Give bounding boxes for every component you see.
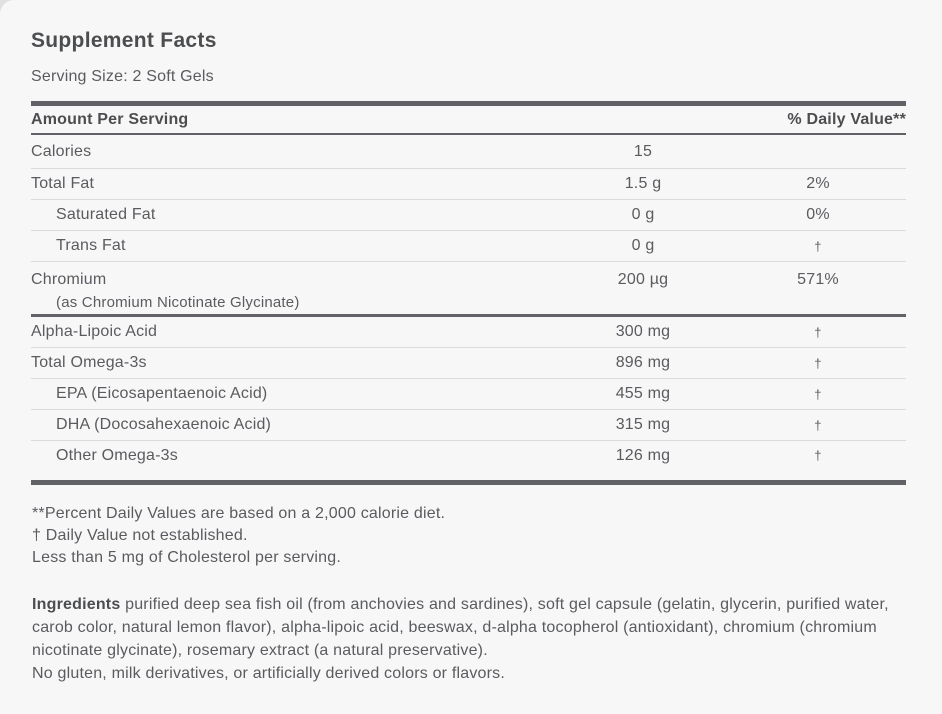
nutrient-subname: (as Chromium Nicotinate Glycinate) [56, 294, 300, 311]
nutrient-name: DHA (Docosahexaenoic Acid) [56, 416, 272, 433]
nutrient-name: Other Omega-3s [56, 447, 178, 464]
nutrient-daily-value: † [814, 324, 822, 340]
nutrient-name: EPA (Eicosapentaenoic Acid) [56, 385, 268, 402]
serving-size: Serving Size: 2 Soft Gels [31, 68, 214, 85]
nutrient-amount: 126 mg [615, 447, 671, 464]
nutrient-amount: 0 g [631, 206, 655, 223]
daily-value-header: % Daily Value** [787, 110, 906, 128]
nutrient-amount: 896 mg [615, 354, 671, 371]
nutrient-daily-value: † [814, 355, 822, 371]
nutrient-name: Calories [31, 142, 92, 160]
footnote-cholesterol: Less than 5 mg of Cholesterol per servin… [32, 549, 342, 566]
footnote-daily-value-not-established: † Daily Value not established. [32, 527, 248, 544]
nutrient-amount: 315 mg [615, 416, 671, 433]
table-row: EPA (Eicosapentaenoic Acid) 455 mg † [31, 379, 906, 410]
nutrient-name: Total Omega-3s [31, 354, 147, 371]
nutrient-name: Saturated Fat [56, 206, 156, 223]
ingredients-text: purified deep sea fish oil (from anchovi… [32, 596, 889, 659]
nutrient-amount: 200 µg [617, 271, 669, 288]
ingredients-label: Ingredients [32, 596, 121, 613]
panel-title: Supplement Facts [31, 29, 217, 52]
nutrient-daily-value: 2% [806, 175, 830, 192]
nutrient-daily-value: † [814, 417, 822, 433]
table-row: Saturated Fat 0 g 0% [31, 200, 906, 231]
nutrient-name: Trans Fat [56, 237, 126, 254]
nutrient-amount: 0 g [631, 237, 655, 254]
nutrient-amount: 15 [633, 142, 653, 160]
table-row: Calories 15 [31, 135, 906, 169]
table-row: Total Fat 1.5 g 2% [31, 169, 906, 200]
nutrient-daily-value: † [814, 448, 822, 463]
footnotes: **Percent Daily Values are based on a 2,… [31, 503, 906, 569]
table-header-row: Amount Per Serving % Daily Value** [31, 106, 906, 135]
amount-per-serving-header: Amount Per Serving [31, 110, 189, 128]
table-row: DHA (Docosahexaenoic Acid) 315 mg † [31, 410, 906, 441]
table-row: Other Omega-3s 126 mg † [31, 441, 906, 485]
facts-table: Amount Per Serving % Daily Value** Calor… [31, 101, 906, 485]
footnote-percent-daily-value: **Percent Daily Values are based on a 2,… [32, 505, 446, 522]
nutrient-name: Alpha-Lipoic Acid [31, 323, 158, 340]
nutrient-daily-value: † [814, 386, 822, 402]
nutrient-amount: 455 mg [615, 385, 671, 402]
table-body: Calories 15 Total Fat 1.5 g 2% Saturated… [31, 135, 906, 485]
table-row: Total Omega-3s 896 mg † [31, 348, 906, 379]
nutrient-amount: 300 mg [615, 323, 671, 340]
allergen-note: No gluten, milk derivatives, or artifici… [32, 665, 506, 682]
table-row: Chromium (as Chromium Nicotinate Glycina… [31, 262, 906, 317]
table-row: Alpha-Lipoic Acid 300 mg † [31, 317, 906, 348]
ingredients-paragraph: Ingredients purified deep sea fish oil (… [32, 593, 911, 662]
nutrient-daily-value: 571% [797, 271, 839, 288]
ingredients-section: Ingredients purified deep sea fish oil (… [31, 593, 911, 685]
nutrient-amount: 1.5 g [624, 175, 662, 192]
nutrient-daily-value: 0% [806, 206, 830, 223]
nutrient-name: Chromium [31, 271, 107, 288]
nutrient-daily-value: † [814, 238, 822, 254]
nutrient-name: Total Fat [31, 175, 95, 192]
table-row: Trans Fat 0 g † [31, 231, 906, 262]
